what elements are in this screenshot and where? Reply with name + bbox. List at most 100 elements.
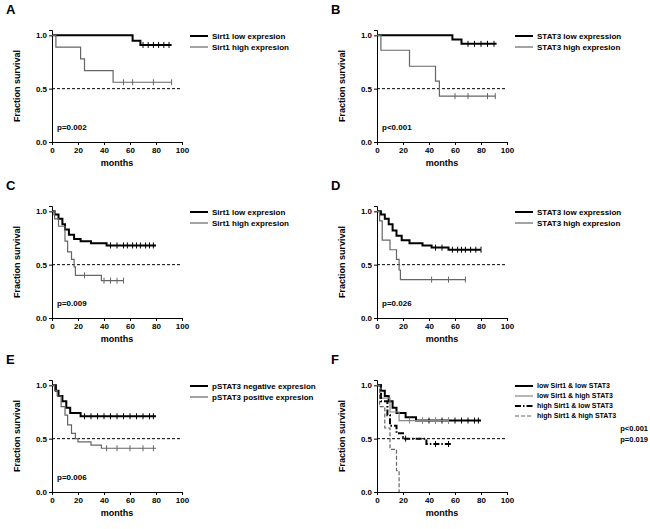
x-axis-title: months (101, 158, 134, 168)
tick-mark (481, 492, 482, 495)
legend: pSTAT3 negative expresionpSTAT3 positive… (190, 382, 316, 402)
censor-mark (468, 418, 469, 424)
tick: 0 (375, 142, 380, 155)
plot-area (52, 385, 182, 451)
tick: 80 (152, 492, 161, 505)
tick-mark (481, 318, 482, 321)
tick-label: 20 (399, 496, 408, 505)
censor-mark (475, 247, 476, 253)
tick: 20 (399, 142, 408, 155)
legend-swatch (515, 35, 533, 37)
legend-swatch (515, 415, 533, 416)
axis-line (49, 381, 53, 493)
legend: Sirt1 low expresionSirt1 high expresion (190, 32, 289, 52)
legend-swatch (515, 385, 533, 387)
panel-label: A (6, 2, 16, 17)
tick: 60 (126, 142, 135, 155)
censor-mark (140, 242, 141, 248)
censor-mark (130, 445, 131, 451)
tick: 0.5 (36, 261, 52, 270)
censor-mark (435, 245, 436, 251)
tick-label: 40 (100, 496, 109, 505)
p-value: p=0.019 (620, 435, 648, 444)
tick: 20 (74, 492, 83, 505)
tick-mark (374, 318, 377, 319)
legend-label: STAT3 high expresion (537, 43, 620, 52)
survival-curve (52, 35, 172, 82)
tick-mark (429, 318, 430, 321)
tick-label: 0 (375, 322, 380, 331)
tick: 0 (375, 492, 380, 505)
tick-label: 40 (100, 146, 109, 155)
panel-label: C (6, 178, 16, 193)
censor-mark (153, 79, 154, 85)
tick-label: 0 (50, 322, 55, 331)
censor-mark (495, 93, 496, 99)
tick-mark (156, 318, 157, 321)
legend-label: STAT3 low expression (537, 208, 621, 217)
tick: 100 (501, 492, 515, 505)
tick-mark (455, 492, 456, 495)
censor-mark (442, 245, 443, 251)
survival-curve (377, 385, 452, 444)
x-axis-title: months (426, 334, 459, 344)
survival-curve (377, 385, 481, 420)
tick-label: 0.0 (361, 314, 373, 323)
x-axis-title: months (101, 508, 134, 518)
censor-mark (153, 42, 154, 48)
tick-mark (182, 318, 183, 321)
censor-mark (110, 413, 111, 419)
tick: 80 (152, 318, 161, 331)
tick: 100 (176, 318, 190, 331)
tick-label: 40 (100, 322, 109, 331)
tick: 1.0 (361, 207, 377, 216)
panel: D0204060801000.00.51.0monthsFraction sur… (331, 178, 621, 344)
tick-mark (78, 492, 79, 495)
tick: 100 (176, 142, 190, 155)
y-axis: 0.00.51.0 (361, 31, 378, 148)
tick-label: 0 (375, 496, 380, 505)
legend: STAT3 low expressionSTAT3 high expresion (515, 208, 621, 228)
tick: 0 (50, 492, 55, 505)
tick-label: 100 (176, 322, 190, 331)
x-axis: 020406080100 (50, 318, 189, 331)
tick-label: 0.5 (361, 85, 373, 94)
x-axis: 020406080100 (375, 492, 514, 505)
p-value: p=0.002 (57, 123, 87, 132)
tick-label: 40 (425, 322, 434, 331)
tick-label: 0 (50, 496, 55, 505)
p-value: p=0.006 (57, 473, 87, 482)
legend: STAT3 low expressionSTAT3 high expresion (515, 32, 621, 52)
tick: 1.0 (361, 31, 377, 40)
tick-label: 80 (152, 146, 161, 155)
tick-mark (49, 142, 52, 143)
panel: F0204060801000.00.51.0monthsFraction sur… (331, 352, 650, 518)
tick: 0.5 (36, 435, 52, 444)
censor-mark (130, 413, 131, 419)
censor-mark (149, 413, 150, 419)
tick: 0.0 (36, 138, 52, 147)
tick-mark (49, 492, 52, 493)
y-axis-title: Fraction survival (12, 50, 22, 122)
tick: 60 (126, 318, 135, 331)
panel-label: F (331, 352, 339, 367)
tick: 0.0 (36, 314, 52, 323)
figure-svg: A 0 20 40 60 80 100 0.0 0.5 1.0 months Fraction sur… (0, 0, 650, 529)
y-axis-title: Fraction survival (337, 400, 347, 472)
tick-mark (374, 439, 377, 440)
tick-label: 0.5 (36, 435, 48, 444)
tick-label: 100 (501, 322, 515, 331)
legend-label: pSTAT3 positive expresion (212, 393, 314, 402)
p-value: p<0.001 (382, 123, 412, 132)
legend-label: Sirt1 low expresion (212, 208, 285, 217)
y-axis-title: Fraction survival (12, 226, 22, 298)
censor-mark (422, 418, 423, 424)
tick-label: 40 (425, 496, 434, 505)
tick-mark (130, 142, 131, 145)
censor-mark (405, 436, 406, 442)
tick-label: 1.0 (361, 31, 373, 40)
panel-label: B (331, 2, 340, 17)
survival-curve (52, 211, 156, 245)
reference-line (52, 88, 182, 89)
reference-line (377, 88, 507, 89)
